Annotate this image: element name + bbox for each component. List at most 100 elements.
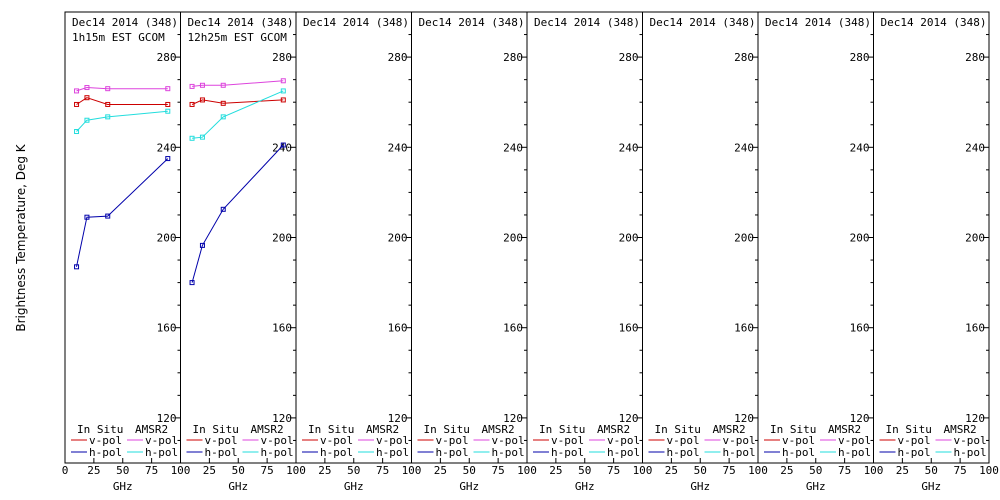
series-line-amsr2_vpol (192, 80, 284, 87)
y-tick-label: 200 (503, 232, 523, 245)
y-tick-label: 280 (850, 51, 870, 64)
x-tick-label: 25 (896, 464, 909, 477)
x-tick-label: 50 (694, 464, 707, 477)
data-point-insitu_vpol (220, 100, 226, 106)
x-tick-label: 100 (517, 464, 537, 477)
y-tick-label: 200 (272, 232, 292, 245)
y-tick-label: 280 (272, 51, 292, 64)
legend-label-amsr2-vpol: v-pol (145, 434, 178, 447)
y-tick-label: 240 (503, 141, 523, 154)
legend-label-insitu-vpol: v-pol (667, 434, 700, 447)
y-tick-label: 240 (734, 141, 754, 154)
legend-label-amsr2-hpol: h-pol (492, 446, 525, 459)
x-tick-label: 25 (549, 464, 562, 477)
y-tick-label: 240 (388, 141, 408, 154)
series-line-insitu_vpol (191, 99, 284, 105)
data-point-insitu_vpol (199, 97, 205, 103)
legend-label-amsr2-hpol: h-pol (954, 446, 987, 459)
data-point-insitu_hpol (165, 156, 171, 162)
x-tick-label: 100 (171, 464, 191, 477)
legend-label-insitu-hpol: h-pol (320, 446, 353, 459)
panel-title: Dec14 2014 (348) (534, 16, 640, 29)
x-tick-label: 100 (864, 464, 884, 477)
data-point-amsr2_hpol (105, 114, 111, 120)
chart-panel-1: Dec14 2014 (348) 1h15m EST GCOM 120 160 200 2… (62, 11, 191, 493)
panel-title: Dec14 2014 (348) (419, 16, 525, 29)
data-point-insitu_vpol (280, 97, 286, 103)
legend-header-insitu: In Situ (539, 423, 585, 436)
x-axis-title: GHz (806, 480, 826, 493)
legend-label-amsr2-vpol: v-pol (954, 434, 987, 447)
y-tick-label: 120 (388, 412, 408, 425)
legend-label-amsr2-vpol: v-pol (492, 434, 525, 447)
series-line-amsr2_vpol (76, 86, 168, 92)
legend-label-insitu-vpol: v-pol (898, 434, 931, 447)
data-point-amsr2_hpol (165, 108, 171, 114)
y-tick-label: 200 (965, 232, 985, 245)
y-tick-label: 280 (157, 51, 177, 64)
legend-header-amsr2: AMSR2 (944, 423, 977, 436)
chart-panel-5: Dec14 2014 (348) 120 160 200 240 280 25 50 75 100… (526, 11, 653, 493)
data-point-insitu_hpol (84, 214, 90, 220)
data-point-insitu_vpol (165, 101, 171, 107)
x-tick-label: 50 (925, 464, 938, 477)
x-tick-label: 100 (748, 464, 768, 477)
x-tick-label: 75 (492, 464, 505, 477)
x-tick-label: 100 (633, 464, 653, 477)
x-tick-label: 50 (463, 464, 476, 477)
legend-label-amsr2-hpol: h-pol (261, 446, 294, 459)
y-tick-label: 120 (734, 412, 754, 425)
data-point-amsr2_vpol (165, 86, 171, 92)
legend-label-insitu-hpol: h-pol (436, 446, 469, 459)
x-tick-label: 25 (203, 464, 216, 477)
y-tick-label: 160 (619, 322, 639, 335)
y-tick-label: 200 (388, 232, 408, 245)
legend-header-amsr2: AMSR2 (597, 423, 630, 436)
x-tick-label: 50 (809, 464, 822, 477)
x-axis-title: GHz (113, 480, 133, 493)
x-tick-label: 75 (954, 464, 967, 477)
y-tick-label: 160 (272, 322, 292, 335)
x-tick-label: 50 (578, 464, 591, 477)
legend-label-amsr2-hpol: h-pol (607, 446, 640, 459)
x-tick-label: 25 (318, 464, 331, 477)
legend-label-amsr2-hpol: h-pol (376, 446, 409, 459)
legend-label-insitu-hpol: h-pol (551, 446, 584, 459)
legend-header-insitu: In Situ (308, 423, 354, 436)
x-tick-label: 25 (434, 464, 447, 477)
x-tick-label: 25 (780, 464, 793, 477)
data-point-amsr2_vpol (199, 82, 205, 88)
x-tick-label: 25 (665, 464, 678, 477)
data-point-insitu_hpol (105, 213, 111, 219)
legend-header-amsr2: AMSR2 (251, 423, 284, 436)
x-tick-label: 50 (116, 464, 129, 477)
legend-label-insitu-hpol: h-pol (89, 446, 122, 459)
series-line-insitu_vpol (76, 97, 168, 105)
data-point-insitu_vpol (74, 101, 80, 107)
data-point-insitu_hpol (199, 242, 205, 248)
x-tick-label: 75 (376, 464, 389, 477)
legend-label-insitu-vpol: v-pol (436, 434, 469, 447)
y-tick-label: 160 (157, 322, 177, 335)
y-tick-label: 120 (619, 412, 639, 425)
panel-title: Dec14 2014 (348) (765, 16, 871, 29)
y-tick-label: 200 (157, 232, 177, 245)
legend-label-amsr2-vpol: v-pol (261, 434, 294, 447)
panel-title: Dec14 2014 (348) (303, 16, 409, 29)
legend-header-amsr2: AMSR2 (482, 423, 515, 436)
legend-label-amsr2-hpol: h-pol (145, 446, 178, 459)
legend-header-insitu: In Situ (655, 423, 701, 436)
x-tick-label: 75 (607, 464, 620, 477)
y-tick-label: 120 (850, 412, 870, 425)
panel-subtitle: 12h25m EST GCOM (188, 31, 288, 44)
chart-panels: Dec14 2014 (348) 1h15m EST GCOM 120 160 200 2… (62, 11, 999, 493)
x-axis-title: GHz (690, 480, 710, 493)
y-tick-label: 160 (965, 322, 985, 335)
legend-header-insitu: In Situ (77, 423, 123, 436)
x-axis-title: GHz (575, 480, 595, 493)
legend-header-amsr2: AMSR2 (135, 423, 168, 436)
data-point-insitu_hpol (280, 142, 286, 148)
panel-title: Dec14 2014 (348) (188, 16, 294, 29)
x-axis-title: GHz (921, 480, 941, 493)
y-axis-title: Brightness Temperature, Deg K (14, 143, 28, 331)
